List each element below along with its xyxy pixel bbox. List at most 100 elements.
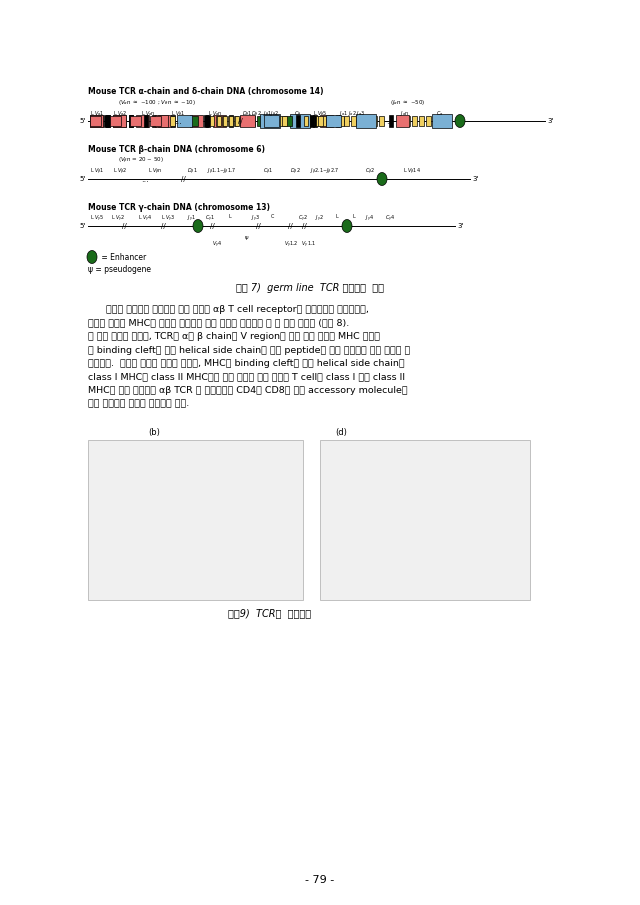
Text: L $V_{\beta}$2: L $V_{\beta}$2 (113, 167, 127, 177)
Bar (432, 114, 452, 128)
Text: ($V_\alpha$n $\approx$ ~100 ; $V_\delta$n $\approx$ ~10): ($V_\alpha$n $\approx$ ~100 ; $V_\delta$… (118, 98, 196, 107)
Bar (389, 115, 393, 127)
Text: $C_{\gamma}$2: $C_{\gamma}$2 (298, 214, 308, 224)
Bar (106, 115, 110, 127)
Bar (177, 115, 192, 127)
Bar (229, 116, 233, 126)
Text: $C_{\gamma}$1: $C_{\gamma}$1 (205, 214, 215, 224)
Text: $C_{\beta}$1: $C_{\beta}$1 (263, 167, 273, 177)
Text: ...: ... (174, 117, 182, 126)
Text: //: // (122, 223, 126, 229)
Text: L: L (335, 214, 339, 219)
Text: L $V_{\beta}$n: L $V_{\beta}$n (148, 167, 163, 177)
Text: 5': 5' (80, 176, 86, 182)
Text: //: // (237, 118, 243, 124)
Text: (d): (d) (335, 428, 347, 437)
Bar (326, 115, 341, 127)
Bar (358, 116, 363, 126)
Bar (158, 115, 171, 127)
Text: //: // (210, 223, 214, 229)
Text: L $V_{\gamma}$5: L $V_{\gamma}$5 (90, 214, 104, 224)
Bar (90, 115, 103, 127)
Bar (351, 116, 356, 126)
Text: $J_{\beta}2.1$~$J_{\beta}2.7$: $J_{\beta}2.1$~$J_{\beta}2.7$ (310, 167, 340, 177)
Text: L: L (353, 214, 355, 219)
Text: $V_{\gamma}$1.2   $V_{\gamma}$1.1: $V_{\gamma}$1.2 $V_{\gamma}$1.1 (284, 240, 316, 250)
Bar (318, 116, 323, 126)
Bar (240, 115, 255, 127)
Bar (379, 116, 384, 126)
Bar (235, 116, 239, 126)
Text: $J_{\alpha}1$ $J_{\alpha}2$ $J_{\alpha}3$: $J_{\alpha}1$ $J_{\alpha}2$ $J_{\alpha}3… (339, 109, 365, 118)
Bar (316, 116, 320, 126)
Bar (247, 116, 255, 126)
Bar (106, 115, 110, 127)
Text: 이 연구 결과에 따르면, TCR의 α와 β chain의 V region의 서로 다른 부분이 MHC 단백질: 이 연구 결과에 따르면, TCR의 α와 β chain의 V region의… (88, 332, 380, 341)
Text: MHC에 대한 특이성은 αβ TCR 그 자체보다는 CD4나 CD8과 같은 accessory molecule에: MHC에 대한 특이성은 αβ TCR 그 자체보다는 CD4나 CD8과 같은… (88, 386, 408, 395)
Bar (372, 116, 377, 126)
Bar (396, 115, 409, 127)
Text: L $V_{\delta}$1: L $V_{\delta}$1 (171, 109, 185, 118)
Bar (356, 114, 376, 128)
Bar (257, 116, 265, 126)
Text: $J_{\beta}1.1$~$J_{\beta}1.7$: $J_{\beta}1.1$~$J_{\beta}1.7$ (207, 167, 237, 177)
Text: ($J_\alpha$n $\approx$ ~50): ($J_\alpha$n $\approx$ ~50) (390, 98, 426, 107)
Text: Mouse TCR β-chain DNA (chromosome 6): Mouse TCR β-chain DNA (chromosome 6) (88, 145, 265, 154)
Text: 그림 7)  germ line  TCR 유전자의  구조: 그림 7) germ line TCR 유전자의 구조 (236, 283, 384, 293)
Bar (113, 115, 126, 127)
Text: L $V_{\alpha}$n: L $V_{\alpha}$n (207, 109, 222, 118)
Text: 안되었다.  이러한 구조를 감안해 본다면, MHC의 binding cleft에 있는 helical side chain은: 안되었다. 이러한 구조를 감안해 본다면, MHC의 binding clef… (88, 359, 404, 368)
Text: (b): (b) (148, 428, 160, 437)
Bar (171, 115, 175, 127)
Bar (412, 116, 417, 126)
Bar (320, 115, 333, 127)
Text: L $V_{\beta}$1: L $V_{\beta}$1 (90, 167, 104, 177)
Ellipse shape (377, 173, 387, 186)
Text: C: C (270, 214, 274, 219)
Text: 5': 5' (80, 118, 86, 124)
Text: class I MHC나 class II MHC에서 별로 차이가 없기 때문에 T cell의 class I 이나 class II: class I MHC나 class II MHC에서 별로 차이가 없기 때문… (88, 373, 405, 382)
Text: $C_{\gamma}$4: $C_{\gamma}$4 (385, 214, 396, 224)
Bar (344, 116, 349, 126)
Bar (419, 116, 424, 126)
Ellipse shape (193, 220, 203, 233)
Bar (190, 115, 203, 127)
Text: 3': 3' (472, 176, 478, 182)
Bar (405, 116, 410, 126)
Bar (113, 115, 126, 127)
Text: L $V_{\gamma}$3: L $V_{\gamma}$3 (161, 214, 175, 224)
Text: //: // (255, 223, 260, 229)
Bar (320, 440, 530, 600)
Bar (136, 115, 149, 127)
Text: $C_{\alpha}$: $C_{\alpha}$ (436, 109, 444, 118)
Bar (210, 116, 214, 126)
Bar (217, 116, 221, 126)
Bar (104, 115, 108, 127)
Text: L $V_{\alpha}$1: L $V_{\alpha}$1 (90, 109, 104, 118)
Bar (296, 115, 300, 127)
Text: L $V_{\alpha}$2: L $V_{\alpha}$2 (113, 109, 127, 118)
Bar (365, 116, 370, 126)
Text: //: // (287, 223, 292, 229)
Text: 의 binding cleft에 있는 helical side chain과 항원 peptide에 직접 상호작용 하는 것으로 판: 의 binding cleft에 있는 helical side chain과 … (88, 346, 410, 355)
Text: = Enhancer: = Enhancer (99, 253, 147, 262)
Text: $J_{\gamma}$1: $J_{\gamma}$1 (188, 214, 196, 224)
Bar (398, 116, 403, 126)
Bar (328, 116, 332, 126)
Text: —: — (346, 176, 353, 182)
Bar (222, 116, 226, 126)
Text: L $V_{\alpha}$n: L $V_{\alpha}$n (141, 109, 156, 118)
Text: $J_{\gamma}$3: $J_{\gamma}$3 (252, 214, 260, 224)
Bar (240, 116, 244, 126)
Bar (152, 115, 156, 127)
Ellipse shape (455, 115, 465, 128)
Bar (264, 115, 279, 127)
Text: 최근에 세포막에 결합되어 있는 상태의 αβ T cell receptor의 입체구조가 밝혁졌으며,: 최근에 세포막에 결합되어 있는 상태의 αβ T cell receptor의… (106, 305, 369, 314)
Text: $J_{\gamma}$4: $J_{\gamma}$4 (365, 214, 374, 224)
Bar (340, 116, 344, 126)
Bar (213, 115, 226, 127)
Bar (216, 116, 220, 126)
Text: 그림9)  TCR의  입체구조: 그림9) TCR의 입체구조 (228, 608, 312, 618)
Text: L $V_{\beta}$14: L $V_{\beta}$14 (403, 167, 421, 177)
Text: —: — (200, 176, 207, 182)
